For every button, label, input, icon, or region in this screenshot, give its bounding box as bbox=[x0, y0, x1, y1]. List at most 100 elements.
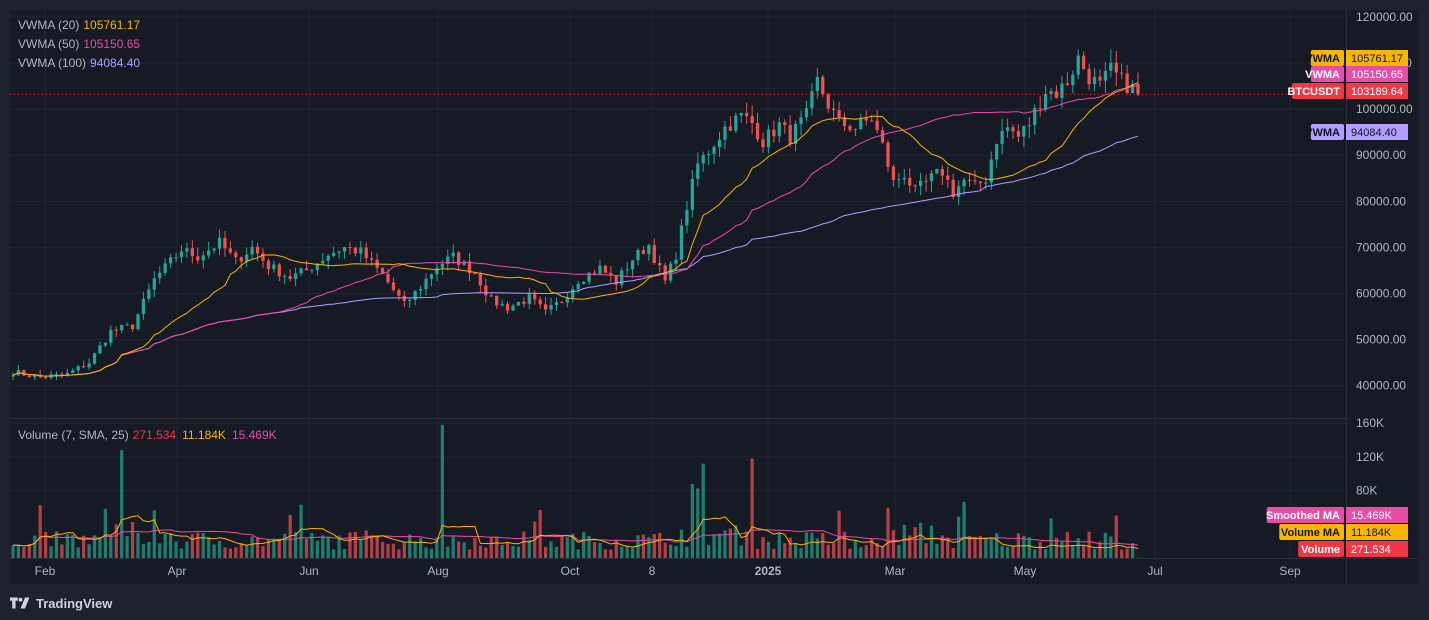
candle-body bbox=[652, 245, 656, 263]
candle bbox=[924, 174, 928, 192]
candle bbox=[1011, 124, 1015, 139]
candle bbox=[734, 112, 738, 134]
volume-bar bbox=[255, 536, 260, 558]
volume-bar bbox=[337, 535, 341, 558]
candle-body bbox=[1033, 108, 1037, 126]
candle-body bbox=[1114, 62, 1118, 73]
candle bbox=[527, 287, 531, 310]
candle bbox=[239, 256, 243, 270]
volume-tag[interactable]: Volume MA 11.184K bbox=[1279, 524, 1408, 540]
price-tag[interactable]: VWMA 105761.17 bbox=[1305, 50, 1408, 66]
volume-bar bbox=[1098, 541, 1102, 558]
volume-bar bbox=[158, 543, 162, 558]
volume-bar bbox=[658, 532, 662, 558]
candle-body bbox=[799, 117, 803, 124]
candle-body bbox=[946, 175, 950, 180]
volume-bar bbox=[304, 539, 309, 558]
candle bbox=[495, 295, 499, 309]
candle bbox=[299, 267, 303, 276]
candle bbox=[228, 241, 233, 255]
candle-body bbox=[283, 275, 287, 277]
candle-body bbox=[495, 295, 499, 306]
volume-bar bbox=[641, 534, 646, 558]
candle-body bbox=[321, 260, 325, 264]
volume-bar bbox=[179, 548, 184, 558]
candle-body bbox=[288, 275, 292, 279]
volume-bar bbox=[65, 534, 69, 558]
candle bbox=[337, 250, 341, 259]
volume-bar bbox=[174, 541, 178, 558]
candle bbox=[201, 251, 205, 269]
tradingview-footer[interactable]: TradingView bbox=[10, 594, 112, 612]
candle bbox=[22, 369, 26, 376]
candle bbox=[522, 297, 526, 308]
time-tick-label: 8 bbox=[649, 564, 656, 578]
volume-bar bbox=[560, 534, 564, 558]
candle-body bbox=[630, 260, 635, 270]
candle-body bbox=[864, 118, 868, 121]
candle-body bbox=[717, 139, 722, 148]
candle bbox=[1016, 124, 1021, 143]
volume-legend[interactable]: Volume (7, SMA, 25) 271.534 11.184K 15.469K bbox=[18, 428, 277, 442]
volume-bar bbox=[109, 536, 113, 558]
candle bbox=[788, 115, 792, 148]
candle-body bbox=[136, 314, 140, 330]
smoothed-ma-line bbox=[12, 529, 1139, 547]
candle bbox=[761, 132, 765, 153]
volume-bar bbox=[522, 531, 526, 558]
volume-bar bbox=[1033, 549, 1037, 558]
volume-bar bbox=[1076, 538, 1080, 558]
candle bbox=[929, 169, 934, 192]
volume-bar bbox=[842, 531, 847, 558]
volume-bar bbox=[185, 541, 189, 558]
volume-bar bbox=[940, 535, 944, 558]
volume-bar bbox=[141, 544, 146, 558]
legend-vwma100[interactable]: VWMA (100) 94084.40 bbox=[18, 56, 141, 70]
candle bbox=[82, 360, 86, 369]
candle bbox=[125, 322, 129, 326]
candle bbox=[92, 352, 97, 365]
candle-body bbox=[870, 120, 874, 122]
volume-bar bbox=[424, 547, 428, 558]
candle bbox=[179, 245, 184, 263]
volume-bar bbox=[33, 535, 37, 558]
candle-body bbox=[913, 185, 917, 187]
candle-body bbox=[1027, 125, 1031, 127]
candle bbox=[543, 297, 548, 316]
volume-bar bbox=[576, 549, 580, 558]
legend-vwma50[interactable]: VWMA (50) 105150.65 bbox=[18, 37, 141, 51]
volume-tag-value-bg bbox=[1346, 507, 1408, 523]
candle-body bbox=[272, 264, 276, 270]
candle-body bbox=[1005, 127, 1010, 131]
price-tag[interactable]: BTCUSDT 103189.64 bbox=[1287, 83, 1408, 99]
candle-body bbox=[489, 295, 493, 297]
volume-tag[interactable]: Volume 271.534 bbox=[1298, 541, 1408, 557]
time-tick-label: Jun bbox=[299, 564, 318, 578]
volume-bar bbox=[783, 543, 787, 558]
candle bbox=[364, 242, 368, 264]
candle bbox=[1038, 96, 1042, 117]
price-tag-value: 103189.64 bbox=[1351, 86, 1403, 98]
candle-body bbox=[625, 269, 629, 271]
candle bbox=[533, 290, 537, 305]
candle-body bbox=[951, 179, 955, 197]
candle-body bbox=[766, 129, 771, 148]
volume-bar bbox=[848, 548, 852, 558]
candle-body bbox=[109, 329, 113, 343]
time-axis: Feb Apr Jun Aug Oct 8 2025 Mar May Jul Sep bbox=[35, 564, 1301, 578]
legend-vwma20[interactable]: VWMA (20) 105761.17 bbox=[18, 18, 141, 32]
candle bbox=[457, 250, 461, 272]
candle-body bbox=[22, 370, 26, 376]
candle-body bbox=[712, 147, 716, 155]
volume-tag[interactable]: Smoothed MA 15.469K bbox=[1266, 507, 1408, 523]
candle bbox=[560, 300, 564, 304]
volume-tag-name-bg bbox=[1298, 541, 1344, 557]
candle-body bbox=[679, 225, 684, 260]
price-tag[interactable]: VWMA 105150.65 bbox=[1305, 66, 1408, 82]
candle-body bbox=[826, 94, 830, 109]
candle bbox=[723, 120, 727, 150]
price-chart[interactable]: 120000.00110000.00100000.0090000.0080000… bbox=[10, 10, 1418, 584]
price-tag[interactable]: VWMA 94084.40 bbox=[1305, 124, 1408, 140]
volume-bar bbox=[1054, 537, 1059, 558]
volume-bar bbox=[353, 531, 358, 558]
